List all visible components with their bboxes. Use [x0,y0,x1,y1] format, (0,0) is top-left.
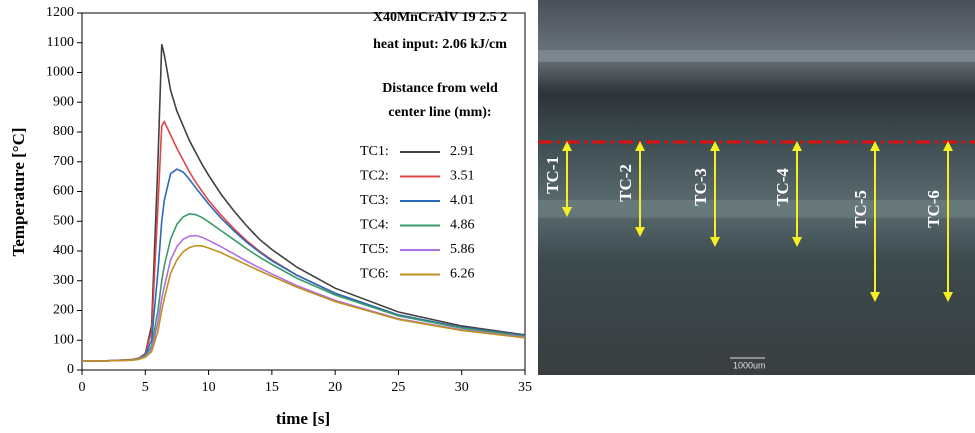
plot-frame [81,12,526,371]
tc-arrowhead [635,141,645,237]
x-tick-label: 15 [265,380,279,395]
y-tick-label: 200 [53,303,74,318]
legend-value: 3.51 [450,169,475,184]
x-tick-label: 5 [142,380,149,395]
y-tick-label: 900 [53,94,74,109]
tc-label: TC-3 [691,168,710,206]
legend-label: TC5: [360,242,389,257]
legend-value: 5.86 [450,242,475,257]
y-tick-label: 100 [53,332,74,347]
x-tick-label: 30 [455,380,469,395]
x-tick-label: 35 [518,380,532,395]
tc-label: TC-1 [543,156,562,194]
scale-bar-label: 1000um [733,360,766,370]
legend-label: TC2: [360,169,389,184]
tc-label: TC-4 [773,168,792,206]
tc-label: TC-2 [616,164,635,202]
legend-label: TC3: [360,193,389,208]
y-tick-label: 600 [53,184,74,199]
y-tick-label: 0 [67,362,74,377]
x-tick-label: 0 [79,380,86,395]
y-tick-label: 700 [53,154,74,169]
legend-label: TC6: [360,267,389,282]
micrograph-band [538,50,975,62]
y-axis-label: Temperature [°C] [9,127,28,256]
x-tick-label: 20 [328,380,342,395]
legend-title: center line (mm): [388,105,491,120]
series-line [81,212,526,362]
x-tick-label: 10 [202,380,216,395]
legend-value: 2.91 [450,144,475,159]
y-tick-label: 400 [53,243,74,258]
y-tick-label: 800 [53,124,74,139]
legend-title: Distance from weld [382,81,498,96]
legend-label: TC4: [360,218,389,233]
tc-label: TC-5 [851,190,870,228]
tc-label: TC-6 [924,190,943,228]
legend-value: 6.26 [450,267,475,282]
legend-label: TC1: [360,144,389,159]
micrograph [538,0,975,375]
series-line [81,244,526,362]
y-tick-label: 1100 [47,35,74,50]
annotation: X40MnCrAlV 19 2.5 2 [373,10,507,25]
y-tick-label: 1200 [46,5,74,20]
micrograph-band [538,200,975,218]
series-line [81,168,526,362]
x-tick-label: 25 [391,380,405,395]
y-tick-label: 500 [53,213,74,228]
y-tick-label: 300 [53,273,74,288]
legend-value: 4.86 [450,218,475,233]
x-axis-label: time [s] [276,409,330,428]
y-tick-label: 1000 [46,65,74,80]
legend-value: 4.01 [450,193,475,208]
annotation: heat input: 2.06 kJ/cm [373,37,507,52]
